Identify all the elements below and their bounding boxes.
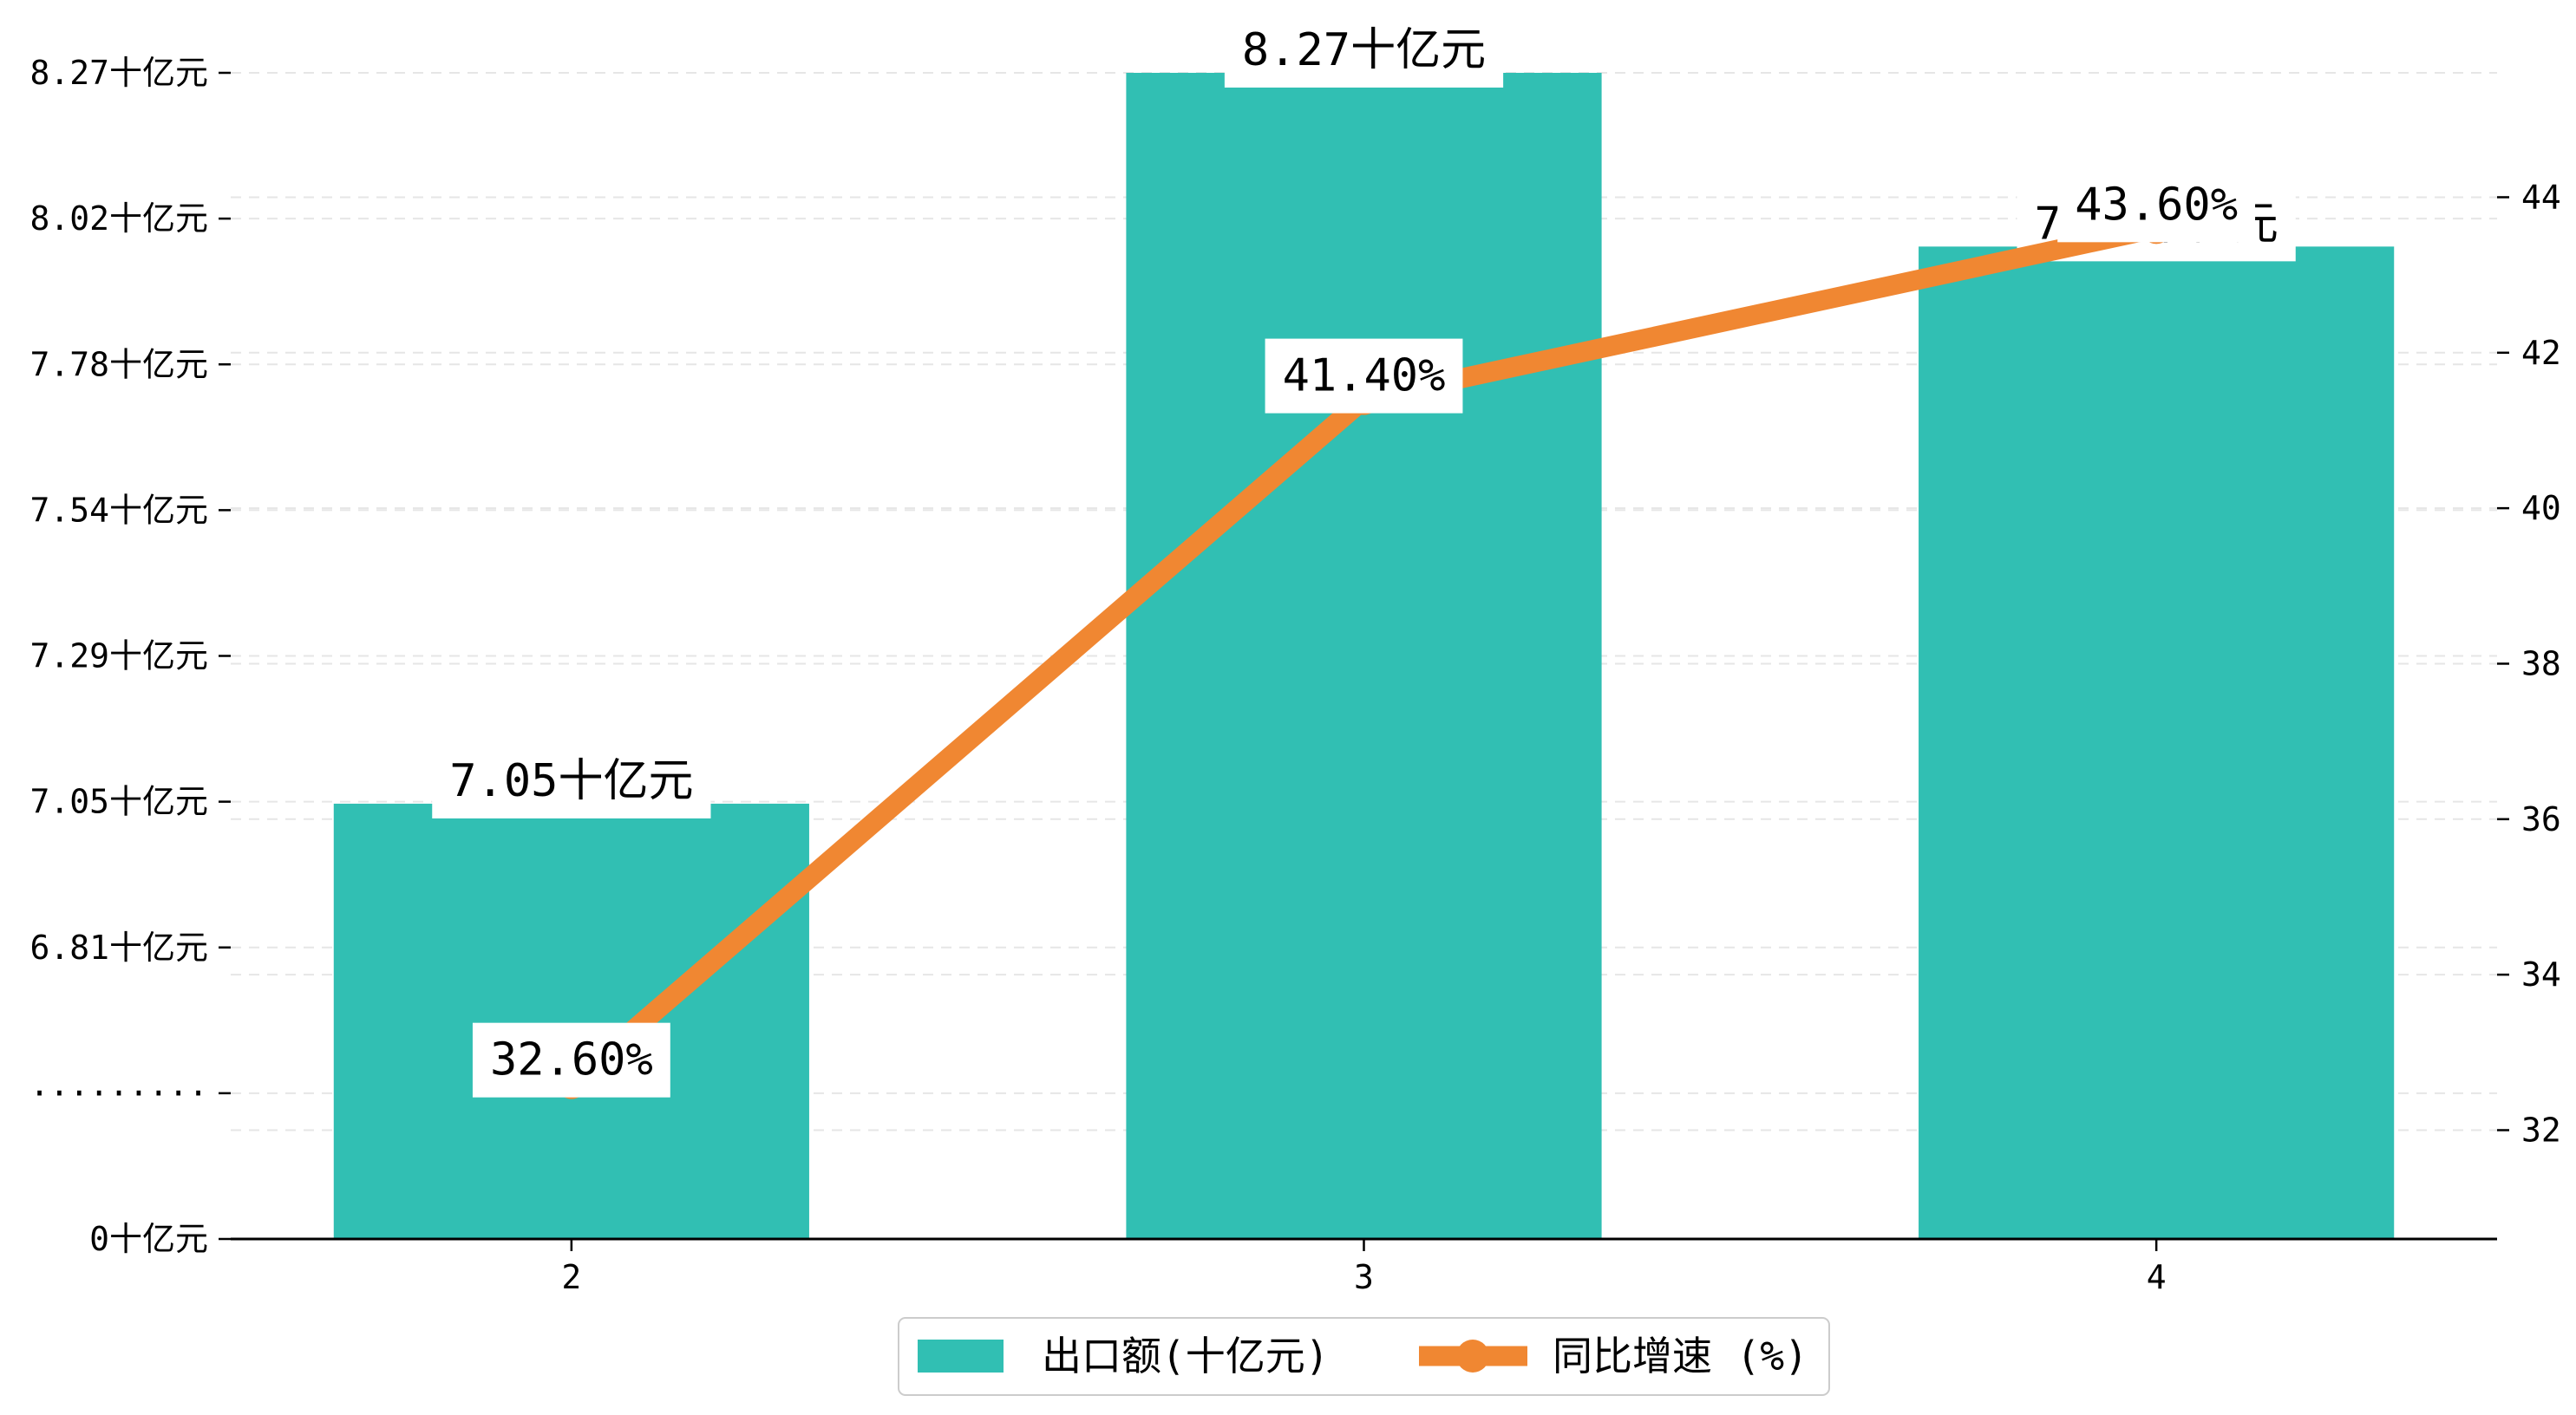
legend-line-label: 同比增速 (%) <box>1553 1333 1808 1379</box>
line-data-label-box <box>472 1022 670 1098</box>
right-y-tick-label: 32 <box>2521 1111 2561 1149</box>
x-tick-label: 3 <box>1354 1258 1374 1296</box>
bar-data-label-box <box>432 743 711 818</box>
x-tick-label: 2 <box>561 1258 581 1296</box>
left-y-tick-label: 7.54十亿元 <box>29 491 208 529</box>
line-data-label-group: 41.40% <box>1265 338 1463 414</box>
line-data-label-group: 32.60% <box>472 1022 670 1098</box>
left-y-axis-break-label: ········· <box>29 1074 208 1112</box>
bar-data-label-group: 8.27十亿元 <box>1224 13 1504 88</box>
line-data-label-box <box>2057 167 2256 243</box>
legend-bar-label: 出口额(十亿元) <box>1042 1333 1329 1379</box>
bar-data-label: 8.27十亿元 <box>1242 24 1486 76</box>
right-y-tick-label: 42 <box>2521 334 2561 372</box>
right-y-tick-label: 38 <box>2521 644 2561 682</box>
line-data-label: 32.60% <box>490 1034 653 1086</box>
left-y-tick-label: 7.05十亿元 <box>29 783 208 821</box>
right-y-tick-label: 44 <box>2521 178 2561 216</box>
right-y-tick-label: 40 <box>2521 489 2561 527</box>
bar-data-label: 7.05十亿元 <box>449 755 693 807</box>
right-y-tick-label: 34 <box>2521 955 2561 994</box>
left-y-tick-label: 8.27十亿元 <box>29 54 208 92</box>
legend-line-marker <box>1456 1340 1489 1373</box>
line-data-label: 41.40% <box>1283 350 1446 402</box>
line-data-labels: 32.60% 41.40% 43.60% <box>472 167 2256 1098</box>
legend-frame <box>898 1317 1830 1396</box>
left-y-tick-label: 0十亿元 <box>89 1220 208 1258</box>
line-data-label-group: 43.60% <box>2057 167 2256 243</box>
left-y-tick-label: 8.02十亿元 <box>29 199 208 238</box>
x-tick-label: 4 <box>2147 1258 2167 1296</box>
bar-4 <box>1919 246 2395 1239</box>
bar-3 <box>1126 73 1602 1239</box>
bar-data-label-box <box>1224 13 1504 88</box>
legend-bar-swatch <box>918 1340 1004 1373</box>
line-data-label-box <box>1265 338 1463 414</box>
legend: 出口额(十亿元) 同比增速 (%) <box>898 1317 1830 1396</box>
bar-series <box>333 73 2395 1239</box>
bar-2 <box>333 803 809 1239</box>
right-y-tick-label: 36 <box>2521 800 2561 838</box>
bar-data-label-group: 7.05十亿元 <box>432 743 711 818</box>
left-y-tick-label: 7.78十亿元 <box>29 345 208 383</box>
left-y-tick-label: 7.29十亿元 <box>29 637 208 675</box>
line-data-label: 43.60% <box>2075 179 2238 231</box>
axes: 2 3 40十亿元·········6.81十亿元7.05十亿元7.29十亿元7.5… <box>29 54 2561 1296</box>
left-y-tick-label: 6.81十亿元 <box>29 929 208 967</box>
